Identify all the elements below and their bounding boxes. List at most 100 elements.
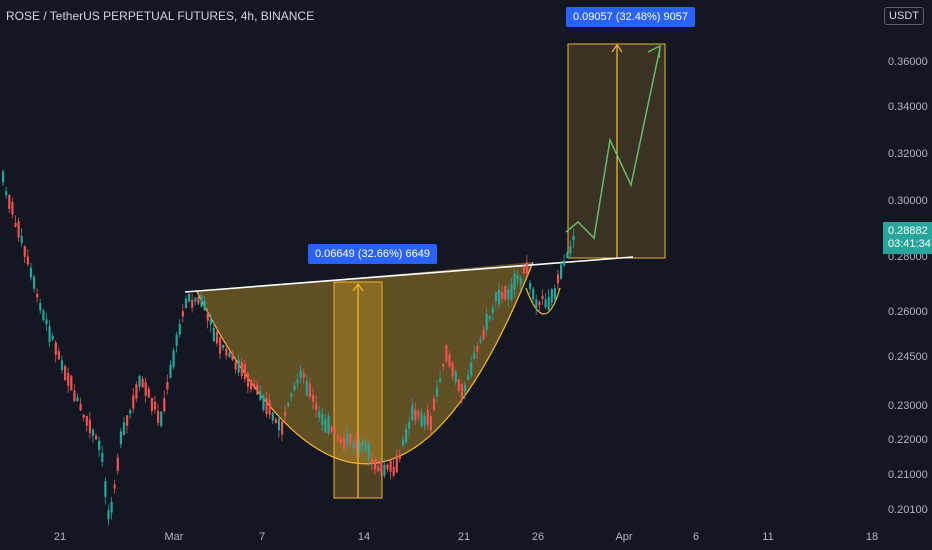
candle-body xyxy=(42,310,45,320)
candle-body xyxy=(563,260,566,266)
time-tick-label: 21 xyxy=(458,531,470,543)
candle-body xyxy=(48,326,51,343)
candle-body xyxy=(482,329,485,340)
candle-body xyxy=(277,418,281,431)
candle-body xyxy=(203,300,206,311)
candle-body xyxy=(79,404,82,411)
candle-body xyxy=(442,363,445,368)
candle-body xyxy=(23,246,26,257)
candle-body xyxy=(553,288,556,299)
candle-body xyxy=(327,415,330,433)
candle-body xyxy=(2,171,5,183)
candle-body xyxy=(181,311,184,317)
candle-body xyxy=(383,464,386,476)
candle-body xyxy=(5,191,8,196)
candle-body xyxy=(215,331,219,344)
candle-body xyxy=(439,378,442,382)
candle-body xyxy=(355,438,358,451)
candle-body xyxy=(60,360,64,370)
candle-body xyxy=(219,337,222,354)
candle-body xyxy=(243,364,246,380)
candle-body xyxy=(29,267,33,278)
bar-countdown: 03:41:34 xyxy=(888,238,931,250)
candle-body xyxy=(460,384,463,401)
candle-body xyxy=(45,319,48,325)
candle-body xyxy=(8,194,11,209)
candle-body xyxy=(169,364,172,378)
time-tick-label: 7 xyxy=(259,531,265,543)
candle-body xyxy=(259,391,262,401)
candle-body xyxy=(405,428,408,443)
candle-body xyxy=(116,457,119,472)
price-tick-label: 0.26000 xyxy=(888,306,928,318)
price-axis: 0.36000 0.34000 0.32000 0.30000 0.28000 0.260… xyxy=(888,56,928,516)
candle-body xyxy=(70,375,73,391)
candle-body xyxy=(408,421,411,429)
price-tick-label: 0.32000 xyxy=(888,148,928,160)
candle-body xyxy=(98,440,101,450)
candle-body xyxy=(454,371,457,382)
time-tick-label: Mar xyxy=(165,531,184,543)
candle-body xyxy=(560,264,563,279)
candle-body xyxy=(436,387,439,397)
candle-body xyxy=(541,295,544,299)
candle-body xyxy=(85,415,88,426)
price-tick-label: 0.23000 xyxy=(888,400,928,412)
candle-body xyxy=(209,319,212,325)
candlestick-series xyxy=(2,169,575,526)
candle-body xyxy=(343,437,346,450)
candle-body xyxy=(184,298,188,309)
candle-body xyxy=(293,385,296,391)
time-tick-label: 11 xyxy=(762,531,773,543)
candle-body xyxy=(488,315,491,320)
candle-body xyxy=(491,308,494,313)
candle-body xyxy=(126,415,129,426)
candle-body xyxy=(110,501,113,513)
candle-body xyxy=(147,388,150,398)
candle-body xyxy=(228,352,231,357)
candle-body xyxy=(352,442,355,449)
candle-body xyxy=(370,459,374,464)
candle-body xyxy=(414,409,417,421)
candle-body xyxy=(324,419,327,433)
projection-path xyxy=(565,47,661,240)
candle-body xyxy=(54,342,57,355)
currency-unit-button[interactable]: USDT xyxy=(884,7,924,25)
candle-body xyxy=(222,344,225,349)
candle-body xyxy=(271,412,274,421)
candle-body xyxy=(274,418,277,424)
candle-body xyxy=(470,362,473,376)
candle-body xyxy=(321,414,324,426)
candle-body xyxy=(476,345,479,352)
candle-body xyxy=(389,460,392,472)
candle-body xyxy=(572,235,575,241)
candle-body xyxy=(463,384,467,392)
candle-body xyxy=(417,411,420,417)
candle-body xyxy=(57,351,60,360)
candle-body xyxy=(91,429,95,437)
candle-body xyxy=(225,348,228,356)
candle-body xyxy=(157,411,160,423)
price-tick-label: 0.21000 xyxy=(888,469,928,481)
candle-body xyxy=(386,464,389,470)
cup-pattern-area xyxy=(197,262,533,464)
candle-body xyxy=(153,401,157,410)
candle-body xyxy=(519,277,522,284)
candle-body xyxy=(200,294,203,308)
handle-curve xyxy=(525,287,561,315)
candle-body xyxy=(262,395,265,410)
candle-body xyxy=(529,282,532,289)
symbol-title[interactable]: ROSE / TetherUS PERPETUAL FUTURES, 4h, B… xyxy=(6,9,315,23)
candle-body xyxy=(504,285,507,300)
candle-body xyxy=(194,297,197,302)
candle-body xyxy=(501,292,504,299)
time-tick-label: 18 xyxy=(866,531,878,543)
candle-body xyxy=(432,398,436,411)
candle-body xyxy=(119,431,122,445)
price-tick-label: 0.20100 xyxy=(888,504,928,516)
candle-body xyxy=(420,412,423,427)
candle-body xyxy=(445,344,448,362)
candle-body xyxy=(231,352,234,361)
candle-body xyxy=(566,252,569,258)
